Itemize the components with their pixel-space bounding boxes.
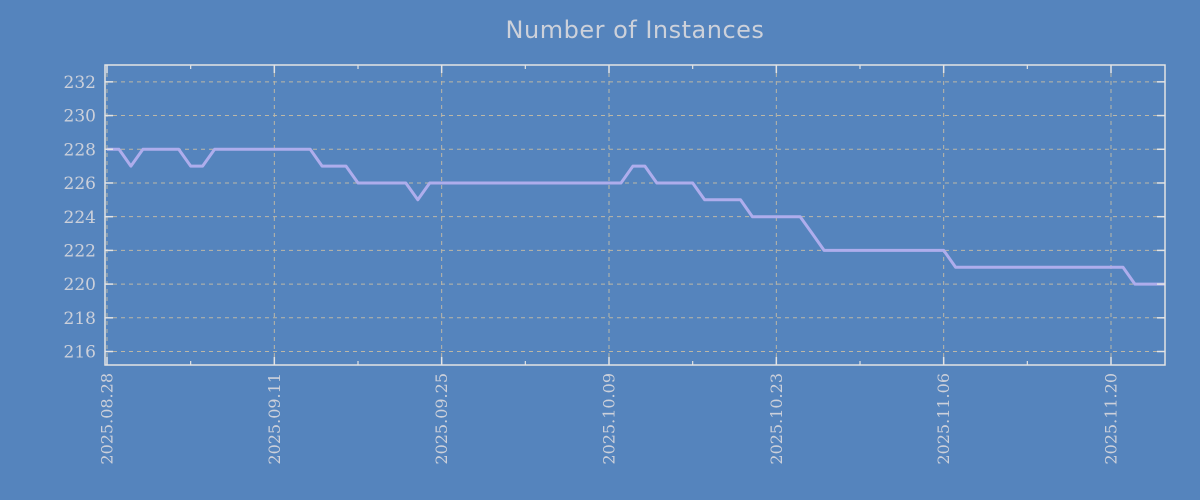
y-tick-label: 216 <box>64 343 96 363</box>
chart-title: Number of Instances <box>505 16 765 44</box>
y-tick-label: 228 <box>64 140 96 160</box>
y-tick-label: 232 <box>64 73 96 93</box>
y-tick-label: 224 <box>64 208 96 228</box>
x-tick-label: 2025.10.23 <box>767 373 786 465</box>
y-tick-label: 222 <box>64 242 96 262</box>
y-tick-label: 218 <box>64 309 96 329</box>
instances-series-line <box>107 147 1165 286</box>
x-tick-label: 2025.08.28 <box>98 373 117 465</box>
y-tick-label: 220 <box>64 275 96 295</box>
x-tick-label: 2025.09.11 <box>265 373 284 465</box>
plot-frame <box>104 64 1166 366</box>
y-tick-label: 230 <box>64 107 96 127</box>
x-tick-label: 2025.10.09 <box>600 373 619 465</box>
x-tick-label: 2025.11.06 <box>934 373 953 465</box>
y-tick-label: 226 <box>64 174 96 194</box>
x-tick-label: 2025.09.25 <box>432 373 451 465</box>
x-tick-label: 2025.11.20 <box>1102 373 1121 465</box>
